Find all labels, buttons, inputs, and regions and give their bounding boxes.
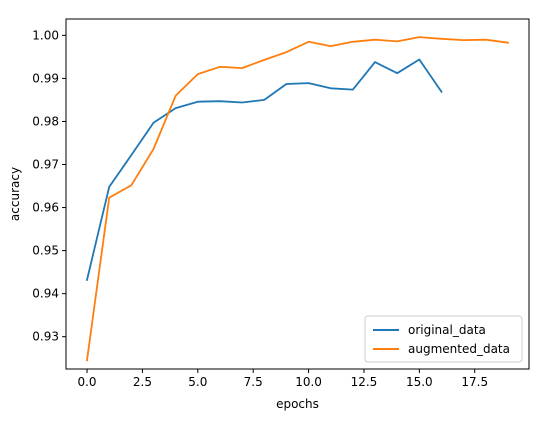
x-tick-label: 15.0 <box>406 375 433 389</box>
y-tick-label: 0.98 <box>32 114 59 128</box>
y-axis: 0.93 0.94 0.95 0.96 0.97 0.98 0.99 1.00 <box>32 28 66 344</box>
y-tick-label: 1.00 <box>32 28 59 42</box>
y-axis-title: accuracy <box>8 167 22 221</box>
plot-frame <box>65 18 530 370</box>
x-axis: 0.0 2.5 5.0 7.5 10.0 12.5 15.0 17.5 <box>77 369 488 389</box>
x-tick-label: 17.5 <box>461 375 488 389</box>
x-tick-label: 5.0 <box>188 375 207 389</box>
series-layer <box>85 36 510 362</box>
x-tick-label: 0.0 <box>77 375 96 389</box>
y-tick-label: 0.93 <box>32 330 59 344</box>
legend-label: augmented_data <box>408 342 510 356</box>
legend-label: original_data <box>408 323 486 337</box>
legend-box <box>364 315 523 363</box>
x-tick-label: 12.5 <box>351 375 378 389</box>
y-tick-label: 0.97 <box>32 158 59 172</box>
series-line-augmented-data <box>85 36 510 362</box>
x-axis-title: epochs <box>276 397 319 411</box>
y-tick-label: 0.95 <box>32 244 59 258</box>
legend: original_data augmented_data <box>364 315 523 363</box>
x-tick-label: 7.5 <box>244 375 263 389</box>
y-tick-label: 0.99 <box>32 71 59 85</box>
y-tick-label: 0.94 <box>32 287 59 301</box>
y-tick-label: 0.96 <box>32 201 59 215</box>
x-tick-label: 10.0 <box>295 375 322 389</box>
x-tick-label: 2.5 <box>133 375 152 389</box>
